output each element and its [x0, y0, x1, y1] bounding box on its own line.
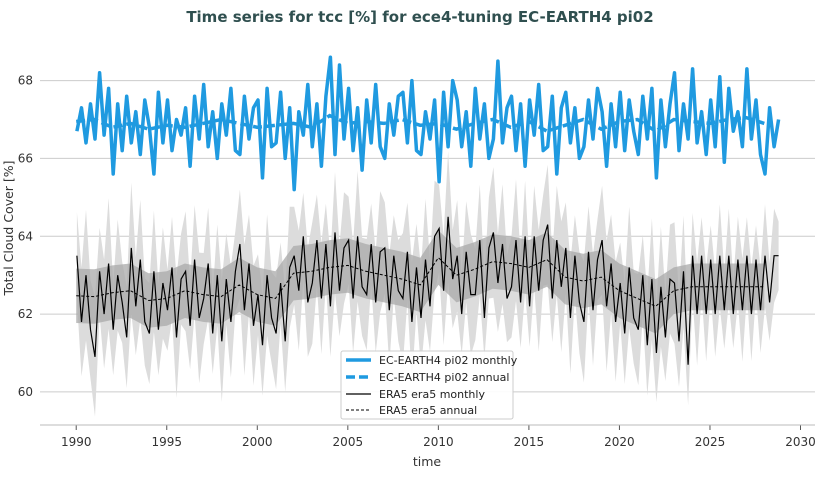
obs-annual-line	[76, 256, 765, 307]
x-tick-label-2015: 2015	[514, 435, 545, 449]
y-tick-label-66: 66	[18, 151, 33, 165]
x-tick-label-2025: 2025	[695, 435, 726, 449]
plot-area	[75, 55, 781, 417]
legend-label-model-annual[interactable]: EC-EARTH4 pi02 annual	[379, 371, 509, 384]
legend-label-obs-annual[interactable]: ERA5 era5 annual	[379, 404, 477, 417]
legend-box	[340, 350, 514, 420]
y-tick-label-60: 60	[18, 385, 33, 399]
x-tick-label-2030: 2030	[785, 435, 816, 449]
x-tick-label-2020: 2020	[604, 435, 635, 449]
x-tick-label-2010: 2010	[423, 435, 454, 449]
x-axis-label: time	[413, 454, 442, 469]
x-tick-label-2005: 2005	[333, 435, 364, 449]
y-tick-label-68: 68	[18, 74, 33, 88]
model-monthly-line	[75, 55, 781, 192]
y-axis-ticks: 60 62 64 66 68	[18, 74, 33, 399]
y-axis-label: Total Cloud Cover [%]	[1, 160, 16, 296]
y-tick-label-64: 64	[18, 229, 33, 243]
x-tick-label-1995: 1995	[151, 435, 182, 449]
obs-annual-spread-band	[76, 230, 765, 334]
legend: EC-EARTH4 pi02 monthly EC-EARTH4 pi02 an…	[340, 350, 518, 420]
x-tick-label-2000: 2000	[242, 435, 273, 449]
x-tick-label-1990: 1990	[61, 435, 92, 449]
obs-monthly-line	[76, 216, 779, 365]
x-axis-ticks: 1990 1995 2000 2005 2010 2015 2020 2025 2030	[61, 425, 816, 449]
legend-label-obs-monthly[interactable]: ERA5 era5 monthly	[379, 388, 485, 401]
y-tick-label-62: 62	[18, 307, 33, 321]
legend-label-model-monthly[interactable]: EC-EARTH4 pi02 monthly	[379, 354, 518, 367]
chart-title: Time series for tcc [%] for ece4-tuning …	[186, 8, 653, 26]
